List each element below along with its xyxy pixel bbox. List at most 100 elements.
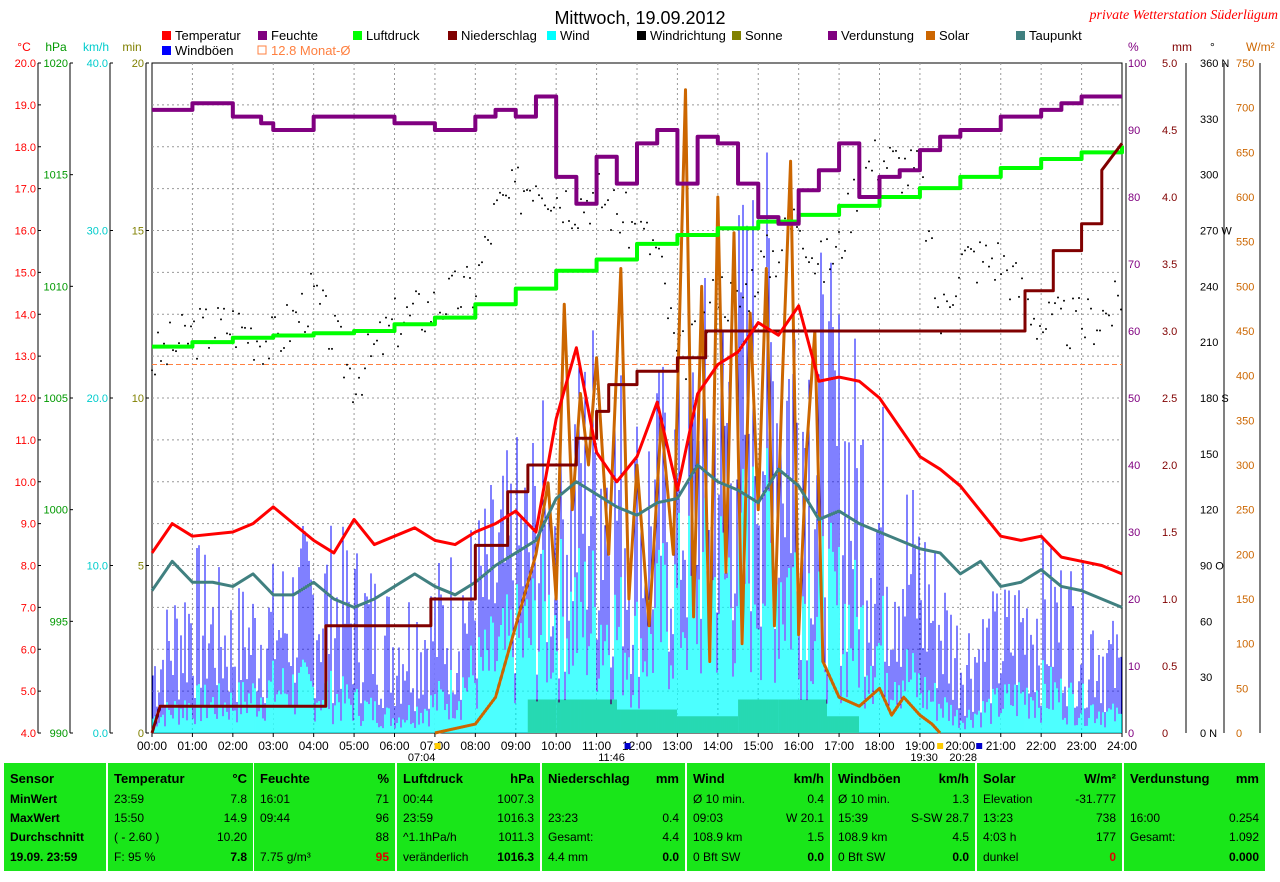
wind-direction-point [745,283,747,286]
wind-direction-point [727,319,729,322]
x-tick-label: 12:00 [622,739,652,753]
wind-direction-point [1072,297,1074,300]
wind-direction-point [895,149,897,152]
sensor-row-avg: Durchschnitt [10,830,85,844]
wind-direction-point [271,316,273,319]
wind-direction-point [1093,343,1095,346]
wind-direction-point [460,306,462,309]
wind-direction-point [835,245,837,248]
wind-direction-point [844,249,846,252]
wind-direction-point [694,320,696,323]
x-tick-label: 17:00 [824,739,854,753]
wind-direction-point [340,325,342,328]
wind-direction-point [505,194,507,197]
wind-direction-point [973,250,975,253]
wind-direction-point [499,191,501,194]
right-axis-tick-label: 20 [1128,594,1140,606]
legend-label: Windböen [175,43,234,58]
block-row-value: 4.5 [952,830,969,844]
right-axis-tick-label: 400 [1236,371,1254,383]
wind-direction-point [232,310,234,313]
sunshine-bar [527,699,557,733]
wind-direction-point [187,342,189,345]
series-line-niederschlag [150,142,1124,734]
right-axis-tick-label: 3.5 [1162,259,1177,271]
block-row-label: F: 95 % [114,850,156,864]
left-axis-unit: °C [17,40,31,54]
wind-direction-point [415,290,417,293]
wind-direction-point [583,211,585,214]
right-axis-tick-label: 50 [1236,683,1248,695]
wind-direction-point [367,333,369,336]
chart-series [150,88,1124,735]
right-axis-tick-label: 0 N [1200,728,1217,740]
wind-direction-point [586,199,588,202]
wind-direction-point [1030,323,1032,326]
wind-direction-point [265,340,267,343]
block-row-label: 16:00 [1130,811,1161,825]
wind-direction-point [631,220,633,223]
wind-direction-point [643,227,645,230]
left-axis-tick-label: 1000 [44,505,68,517]
wind-direction-point [322,289,324,292]
right-axis-unit: mm [1172,40,1192,54]
right-axis-unit: % [1128,40,1139,54]
right-axis-tick-label: 1.5 [1162,527,1177,539]
block-row-value: 0.4 [662,811,679,825]
left-axis-tick-label: 18.0 [15,142,36,154]
x-tick-label: 13:00 [662,739,692,753]
right-axis-tick-label: 210 [1200,337,1218,349]
right-axis-tick-label: 650 [1236,147,1254,159]
wind-direction-point [478,264,480,267]
wind-direction-point [484,235,486,238]
right-axis-tick-label: 40 [1128,460,1140,472]
right-axis-tick-label: 4.5 [1162,125,1177,137]
block-temperature: Temperatur °C 23:59 7.8 15:50 14.9 ( - 2.60 ) 1… [108,763,253,871]
block-humidity: Feuchte% 16:01 71 09:44 96 88 7.75 g/m³ 95 [254,763,395,871]
wind-direction-point [220,318,222,321]
left-axis-tick-label: 10 [132,393,144,405]
sensor-row-min: MinWert [10,792,58,806]
wind-direction-point [526,188,528,191]
wind-direction-point [517,166,519,169]
wind-direction-point [904,157,906,160]
left-axis-tick-label: 16.0 [15,226,36,238]
x-tick-label: 18:00 [864,739,894,753]
wind-direction-point [949,306,951,309]
wind-direction-point [838,231,840,234]
sun-marker-label: 11:46 [598,752,625,763]
block-row-value: 0.0 [952,850,969,864]
wind-direction-point [382,353,384,356]
wind-direction-point [661,255,663,258]
wind-direction-point [262,363,264,366]
wind-direction-point [721,276,723,279]
wind-direction-point [208,346,210,349]
wind-direction-point [589,222,591,225]
block-header: Temperatur [114,771,185,786]
right-axis-tick-label: 300 [1236,460,1254,472]
block-row-value: 4.4 [662,830,679,844]
wind-direction-point [925,239,927,242]
left-axis-tick-label: 20.0 [15,58,36,70]
block-header: Solar [983,771,1016,786]
wind-direction-point [1000,273,1002,276]
block-row-value: 7.8 [230,850,247,864]
x-tick-label: 00:00 [137,739,167,753]
sun-marker-label: 20:28 [949,752,977,763]
wind-direction-point [166,363,168,366]
wind-direction-point [496,199,498,202]
wind-direction-point [1111,324,1113,327]
series-line-feuchte [152,94,1122,226]
left-axis-tick-label: 0 [138,728,144,740]
left-axis-tick-label: 15.0 [15,267,36,279]
wind-direction-point [886,167,888,170]
wind-direction-point [1084,336,1086,339]
wind-direction-point [334,314,336,317]
block-row-label: ^1.1hPa/h [403,830,457,844]
wind-direction-point [421,328,423,331]
wind-direction-point [1033,317,1035,320]
right-axis-tick-label: 0.5 [1162,661,1177,673]
block-row-label: 0 Bft SW [693,850,741,864]
left-axis-tick-label: 14.0 [15,309,36,321]
wind-direction-point [856,209,858,212]
